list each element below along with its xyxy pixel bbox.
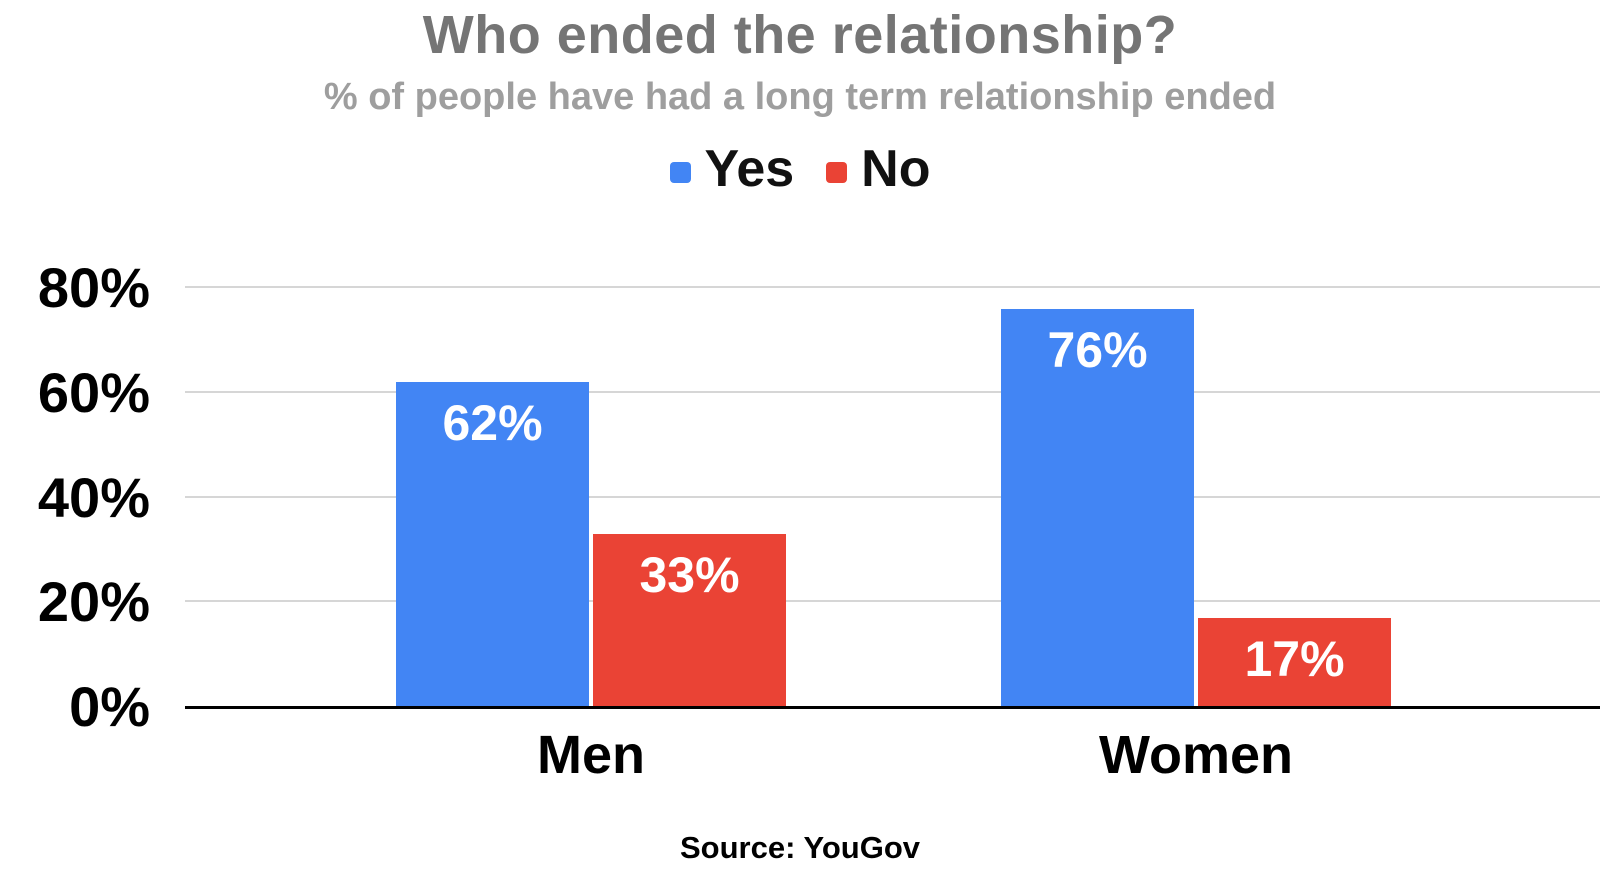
gridline-40 xyxy=(185,495,1600,498)
legend-label-yes: Yes xyxy=(704,140,795,198)
bar-value-label-women-no: 17% xyxy=(1244,631,1345,687)
legend-item-no: No xyxy=(826,143,930,195)
bar-women-no: 17% xyxy=(1198,618,1391,707)
plot-area: 62% 33% 76% 17% xyxy=(185,286,1600,709)
legend-swatch-no-icon xyxy=(826,161,848,183)
bar-value-label-men-no: 33% xyxy=(639,547,740,603)
gridline-20 xyxy=(185,600,1600,603)
chart-subtitle: % of people have had a long term relatio… xyxy=(323,76,1277,118)
y-tick-label-40: 40% xyxy=(37,465,150,529)
gridline-80 xyxy=(185,286,1600,288)
y-tick-label-80: 80% xyxy=(37,256,150,319)
x-category-label-men: Men xyxy=(537,725,645,785)
y-tick-label-0: 0% xyxy=(69,675,150,738)
legend: Yes No xyxy=(0,138,1600,200)
bar-value-label-women-yes: 76% xyxy=(1047,322,1148,378)
legend-swatch-yes-icon xyxy=(669,161,691,183)
legend-label-no: No xyxy=(861,140,931,198)
x-category-label-women: Women xyxy=(1098,725,1294,785)
y-tick-label-60: 60% xyxy=(37,360,150,424)
x-axis-line xyxy=(185,706,1600,709)
legend-item-yes: Yes xyxy=(669,140,795,198)
bar-women-yes: 76% xyxy=(1001,309,1194,707)
bar-men-no: 33% xyxy=(593,534,786,707)
gridline-60 xyxy=(185,390,1600,393)
y-tick-label-20: 20% xyxy=(37,570,150,634)
bar-value-label-men-yes: 62% xyxy=(442,395,543,451)
source-note: Source: YouGov xyxy=(679,830,920,865)
bar-men-yes: 62% xyxy=(396,382,589,707)
chart-title: Who ended the relationship? xyxy=(422,5,1178,65)
